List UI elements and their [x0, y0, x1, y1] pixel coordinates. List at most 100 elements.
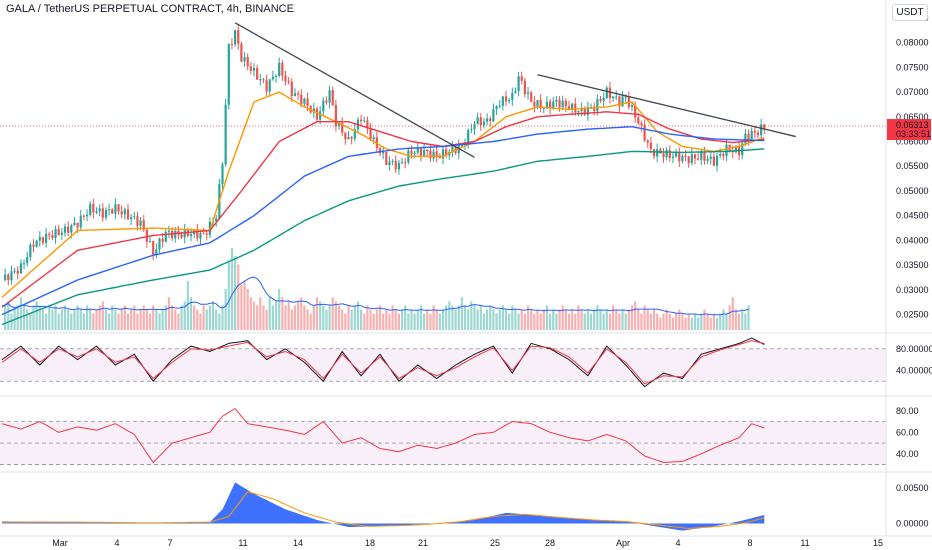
- rsi-line: [1, 407, 765, 464]
- candle-body: [224, 104, 227, 165]
- volume-bar: [265, 309, 268, 330]
- volume-bar: [400, 309, 404, 330]
- candle-body: [561, 100, 564, 108]
- candle-body: [319, 111, 322, 120]
- candle-body: [599, 99, 602, 101]
- time-tick-label: 28: [545, 538, 555, 548]
- volume-bar: [571, 309, 574, 330]
- volume-bar: [189, 297, 193, 330]
- candle-body: [54, 229, 57, 238]
- trendline[interactable]: [234, 22, 475, 158]
- candle-body: [410, 150, 413, 154]
- candle-body: [530, 92, 533, 102]
- volume-bar: [643, 305, 646, 330]
- volume-bar: [240, 284, 243, 330]
- time-tick-label: 4: [114, 538, 119, 548]
- band-fill: [0, 348, 886, 382]
- volume-bar: [526, 305, 530, 330]
- volume-bar: [391, 305, 394, 330]
- candle-body: [158, 238, 161, 250]
- volume-bar: [372, 313, 375, 330]
- time-tick-label: 4: [675, 538, 680, 548]
- volume-bar: [76, 305, 79, 330]
- volume-bar: [382, 313, 385, 330]
- volume-bar: [104, 309, 108, 330]
- candle-body: [722, 154, 725, 156]
- currency-button[interactable]: USDT: [892, 4, 928, 21]
- candle-body: [435, 151, 438, 157]
- candle-body: [300, 94, 303, 104]
- volume-bar: [32, 305, 35, 330]
- candle-body: [19, 263, 22, 274]
- candle-body: [429, 150, 432, 159]
- volume-bar: [82, 313, 85, 330]
- candle-body: [545, 101, 549, 108]
- volume-bar: [549, 313, 552, 330]
- candle-body: [51, 235, 54, 238]
- candle-body: [712, 156, 715, 166]
- volume-bar: [341, 309, 344, 330]
- volume-bar: [161, 309, 164, 330]
- candle-body: [256, 67, 259, 80]
- candle-body: [467, 130, 470, 145]
- volume-bar: [281, 297, 284, 330]
- volume-bar: [738, 313, 741, 330]
- volume-bar: [511, 305, 514, 330]
- trendline[interactable]: [537, 74, 796, 138]
- volume-pane: [2, 248, 750, 330]
- macd-tick-label: 0.00500: [896, 483, 929, 493]
- volume-bar: [48, 305, 51, 330]
- volume-bar: [618, 313, 621, 330]
- volume-bar: [523, 313, 526, 330]
- volume-bar: [652, 309, 656, 330]
- volume-bar: [495, 313, 498, 330]
- candle-body: [684, 155, 687, 157]
- candle-body: [624, 96, 627, 98]
- volume-bar: [397, 313, 400, 330]
- candle-body: [621, 96, 624, 107]
- volume-bar: [413, 313, 416, 330]
- volume-bar: [621, 309, 624, 330]
- candle-body: [473, 124, 476, 130]
- volume-bar: [111, 305, 114, 330]
- candle-body: [697, 158, 700, 160]
- candle-body: [89, 203, 92, 215]
- price-axis: 0.085000.080000.075000.070000.065000.060…: [0, 0, 932, 537]
- candle-body: [549, 101, 552, 109]
- volume-bar: [731, 297, 734, 330]
- candle-body: [675, 152, 678, 157]
- time-tick-label: 11: [800, 538, 809, 548]
- volume-bar: [574, 313, 577, 330]
- volume-bar: [593, 309, 596, 330]
- candle-body: [174, 230, 177, 239]
- candle-body: [315, 108, 319, 120]
- volume-bar: [681, 313, 684, 330]
- candle-body: [262, 79, 265, 81]
- volume-bar: [16, 305, 19, 330]
- candle-body: [668, 150, 671, 158]
- candle-body: [385, 152, 388, 166]
- volume-bar: [454, 309, 457, 330]
- macd-area: [2, 482, 765, 531]
- volume-bar: [662, 313, 665, 330]
- time-axis: Mar 4 7 11 14 18 21 25 28 Apr 4 8 11 15: [52, 538, 883, 548]
- candle-body: [514, 90, 517, 93]
- volume-bar: [741, 309, 744, 330]
- candle-body: [155, 249, 158, 255]
- candle-body: [16, 270, 19, 274]
- candle-body: [35, 240, 38, 247]
- time-tick-label: 21: [418, 538, 428, 548]
- volume-bar: [325, 309, 328, 330]
- time-tick-label: 18: [365, 538, 375, 548]
- candle-body: [139, 220, 142, 226]
- candle-body: [423, 149, 426, 156]
- candle-body: [123, 209, 126, 215]
- candle-body: [451, 146, 454, 152]
- volume-bar: [419, 305, 423, 330]
- candle-body: [366, 120, 369, 129]
- volume-bar: [117, 313, 120, 330]
- candle-body: [70, 225, 73, 233]
- volume-bar: [690, 317, 693, 330]
- candle-body: [221, 164, 224, 185]
